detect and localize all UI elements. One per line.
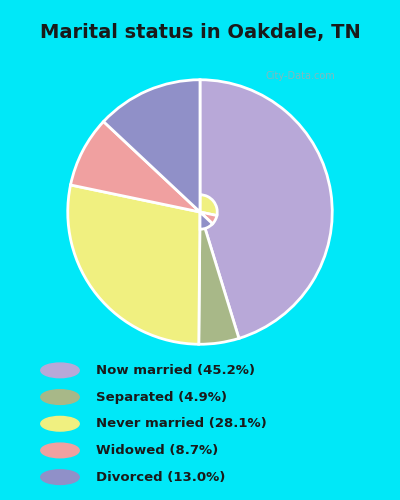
Circle shape	[41, 416, 79, 431]
Wedge shape	[195, 195, 239, 344]
Text: City-Data.com: City-Data.com	[265, 71, 335, 81]
Text: Now married (45.2%): Now married (45.2%)	[96, 364, 255, 377]
Wedge shape	[68, 185, 217, 344]
Wedge shape	[183, 80, 332, 338]
Circle shape	[41, 470, 79, 484]
Circle shape	[41, 390, 79, 404]
Text: Marital status in Oakdale, TN: Marital status in Oakdale, TN	[40, 23, 360, 42]
Circle shape	[41, 443, 79, 458]
Text: Divorced (13.0%): Divorced (13.0%)	[96, 470, 225, 484]
Wedge shape	[70, 122, 217, 224]
Text: Never married (28.1%): Never married (28.1%)	[96, 417, 267, 430]
Text: Widowed (8.7%): Widowed (8.7%)	[96, 444, 218, 457]
Text: Separated (4.9%): Separated (4.9%)	[96, 390, 227, 404]
Circle shape	[41, 363, 79, 378]
Wedge shape	[104, 80, 212, 229]
